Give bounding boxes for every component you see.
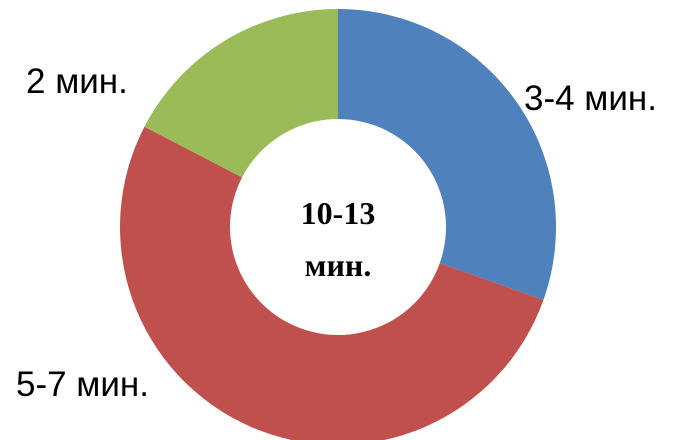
slice-label-2-min: 2 мин. <box>26 62 128 101</box>
center-label-line-1: 10-13 <box>301 195 376 231</box>
center-label-line-2: мин. <box>305 247 372 283</box>
donut-slice-2 <box>144 8 338 178</box>
slice-label-3-4-min: 3-4 мин. <box>524 79 657 118</box>
donut-slice-0 <box>338 9 556 301</box>
donut-slices <box>120 8 556 440</box>
slice-label-5-7-min: 5-7 мин. <box>16 365 149 404</box>
donut-slice-1 <box>120 126 544 440</box>
